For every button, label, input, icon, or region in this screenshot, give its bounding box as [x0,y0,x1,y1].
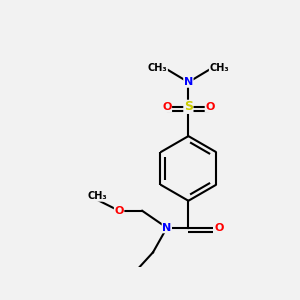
Text: O: O [205,102,214,112]
Text: O: O [114,206,124,216]
Text: N: N [162,223,172,233]
Text: CH₃: CH₃ [209,63,229,73]
Text: CH₃: CH₃ [148,63,167,73]
Text: N: N [184,77,193,87]
Text: S: S [184,100,193,113]
Text: CH₃: CH₃ [88,191,107,201]
Text: O: O [162,102,172,112]
Text: O: O [214,223,224,233]
